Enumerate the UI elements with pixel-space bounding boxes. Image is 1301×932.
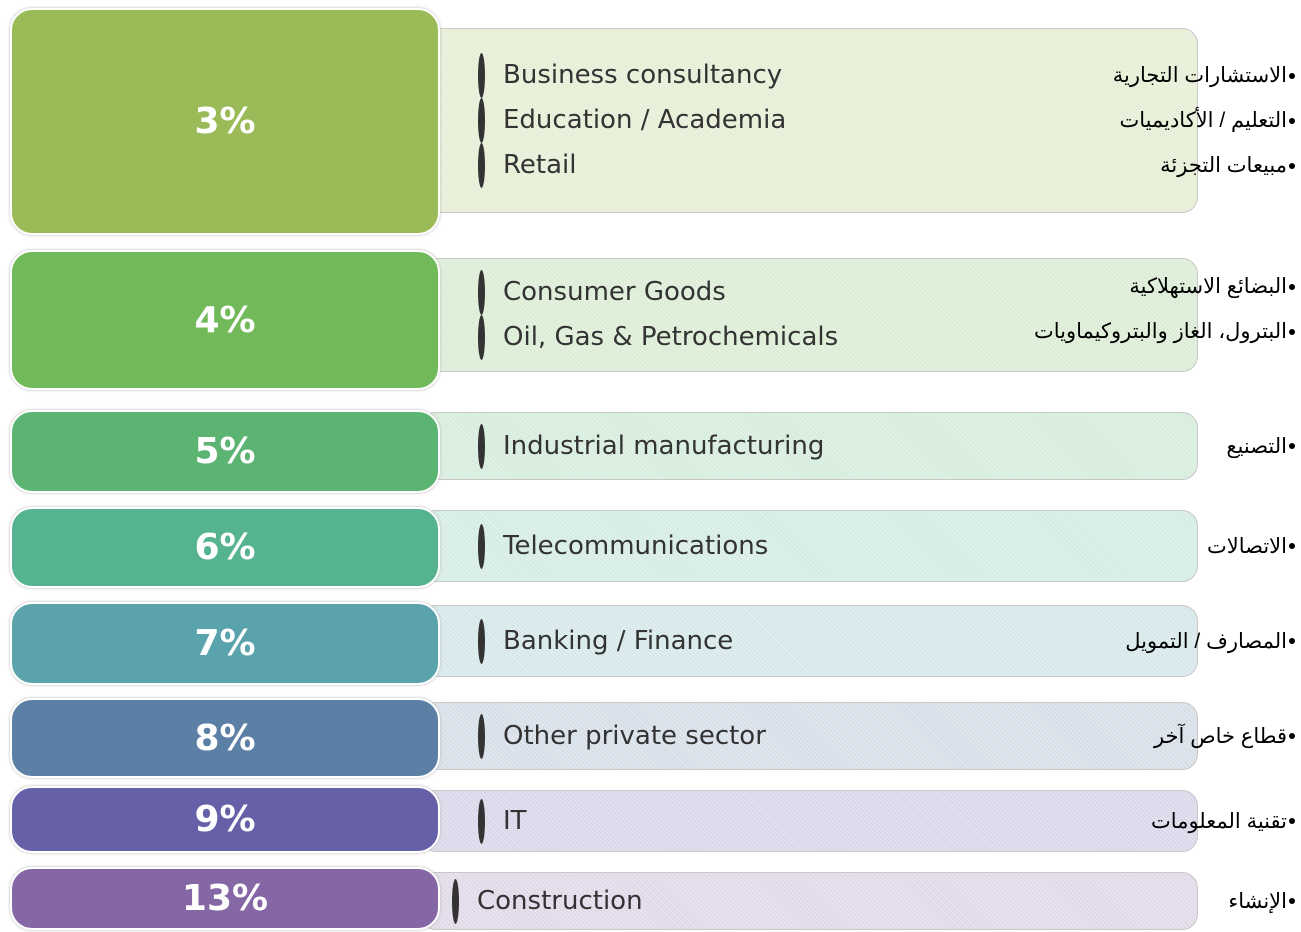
- english-items: Telecommunications: [478, 510, 768, 582]
- bullet: [1289, 72, 1295, 79]
- arabic-items: الاتصالات: [1207, 510, 1295, 582]
- item-text: Other private sector: [503, 720, 766, 751]
- bullet: [1289, 898, 1295, 904]
- item-text: Education / Academia: [503, 105, 787, 135]
- bullet: [1289, 733, 1295, 739]
- percent-box: 8%: [10, 698, 440, 778]
- english-item: Telecommunications: [478, 523, 769, 569]
- item-text-ar: المصارف / التمويل: [1125, 629, 1287, 653]
- arabic-item: قطاع خاص آخر: [1154, 714, 1295, 759]
- item-text-ar: مبيعات التجزئة: [1160, 154, 1287, 177]
- bullet: [1289, 117, 1295, 124]
- arabic-item: الإنشاء: [1228, 879, 1295, 924]
- english-item: Education / Academia: [478, 98, 786, 143]
- item-panel: [420, 872, 1198, 930]
- bullet: [1289, 162, 1295, 169]
- bullet: [1289, 328, 1295, 335]
- bullet: [1289, 283, 1295, 290]
- percent-box: 5%: [10, 410, 440, 493]
- english-item: Other private sector: [478, 713, 766, 759]
- arabic-items: قطاع خاص آخر: [1154, 702, 1295, 770]
- english-items: Banking / Finance: [478, 605, 733, 677]
- bullet: [478, 53, 485, 98]
- percent-box: 9%: [10, 786, 440, 853]
- english-items: Construction: [452, 872, 643, 930]
- bullet: [478, 423, 485, 469]
- arabic-item: مبيعات التجزئة: [1160, 143, 1295, 188]
- bullet: [1289, 818, 1295, 824]
- item-text: Retail: [503, 150, 577, 180]
- item-panel: [420, 605, 1198, 677]
- percent-box: 13%: [10, 867, 440, 930]
- item-panel: [420, 258, 1198, 372]
- english-item: Business consultancy: [478, 53, 786, 98]
- item-text: Oil, Gas & Petrochemicals: [503, 322, 839, 352]
- arabic-items: المصارف / التمويل: [1125, 605, 1295, 677]
- arabic-item: التصنيع: [1226, 424, 1295, 469]
- english-item: Consumer Goods: [478, 270, 838, 315]
- bullet: [1289, 443, 1295, 449]
- arabic-items: تقنية المعلومات: [1151, 790, 1295, 852]
- item-text-ar: التصنيع: [1226, 434, 1287, 458]
- bullet: [452, 878, 459, 924]
- percent-box: 7%: [10, 602, 440, 685]
- item-text-ar: التعليم / الأكاديميات: [1119, 109, 1287, 132]
- item-text-ar: الاتصالات: [1206, 534, 1287, 558]
- item-text: Construction: [477, 885, 643, 916]
- arabic-items: الاستشارات التجارية التعليم / الأكاديميات…: [1113, 28, 1295, 213]
- bullet: [478, 270, 485, 315]
- arabic-items: الإنشاء: [1228, 872, 1295, 930]
- percent-box: 3%: [10, 8, 440, 235]
- item-text-ar: قطاع خاص آخر: [1153, 724, 1287, 748]
- item-text: Business consultancy: [503, 60, 783, 90]
- arabic-item: تقنية المعلومات: [1151, 799, 1295, 844]
- bullet: [478, 98, 485, 143]
- arabic-item: التعليم / الأكاديميات: [1119, 98, 1295, 143]
- arabic-items: البضائع الاستهلاكية البترول، الغاز والبتر…: [1034, 252, 1295, 366]
- english-items: IT: [478, 790, 527, 852]
- bullet: [478, 713, 485, 759]
- bullet: [478, 798, 485, 844]
- item-text: Telecommunications: [503, 530, 769, 561]
- percent-box: 4%: [10, 250, 440, 390]
- item-text-ar: الإنشاء: [1228, 889, 1287, 913]
- english-items: Business consultancy Education / Academia…: [478, 28, 786, 213]
- item-text: IT: [503, 805, 527, 836]
- arabic-items: التصنيع: [1226, 412, 1295, 480]
- english-item: IT: [478, 798, 527, 844]
- item-panel: [420, 790, 1198, 852]
- english-items: Other private sector: [478, 702, 766, 770]
- bullet: [478, 143, 485, 188]
- arabic-item: البضائع الاستهلاكية: [1129, 264, 1295, 309]
- item-text-ar: البترول، الغاز والبتروكيماويات: [1033, 320, 1287, 343]
- item-text: Banking / Finance: [503, 625, 734, 656]
- english-item: Oil, Gas & Petrochemicals: [478, 315, 838, 360]
- arabic-item: الاستشارات التجارية: [1113, 53, 1295, 98]
- item-panel: [420, 412, 1198, 480]
- item-text: Consumer Goods: [503, 277, 726, 307]
- bullet: [1289, 638, 1295, 644]
- item-text-ar: تقنية المعلومات: [1151, 809, 1287, 833]
- english-item: Industrial manufacturing: [478, 423, 825, 469]
- english-item: Banking / Finance: [478, 618, 734, 664]
- item-text-ar: الاستشارات التجارية: [1112, 64, 1287, 87]
- item-text-ar: البضائع الاستهلاكية: [1129, 275, 1287, 298]
- english-item: Construction: [452, 878, 643, 924]
- bullet: [1289, 543, 1295, 549]
- english-items: Consumer Goods Oil, Gas & Petrochemicals: [478, 258, 838, 372]
- english-items: Industrial manufacturing: [478, 412, 824, 480]
- arabic-item: المصارف / التمويل: [1125, 619, 1295, 664]
- bullet: [478, 315, 485, 360]
- english-item: Retail: [478, 143, 786, 188]
- bullet: [478, 523, 485, 569]
- arabic-item: الاتصالات: [1207, 524, 1295, 569]
- item-panel: [420, 510, 1198, 582]
- arabic-item: البترول، الغاز والبتروكيماويات: [1034, 309, 1295, 354]
- item-text: Industrial manufacturing: [503, 430, 825, 461]
- item-panel: [420, 28, 1198, 213]
- percent-box: 6%: [10, 507, 440, 588]
- bullet: [478, 618, 485, 664]
